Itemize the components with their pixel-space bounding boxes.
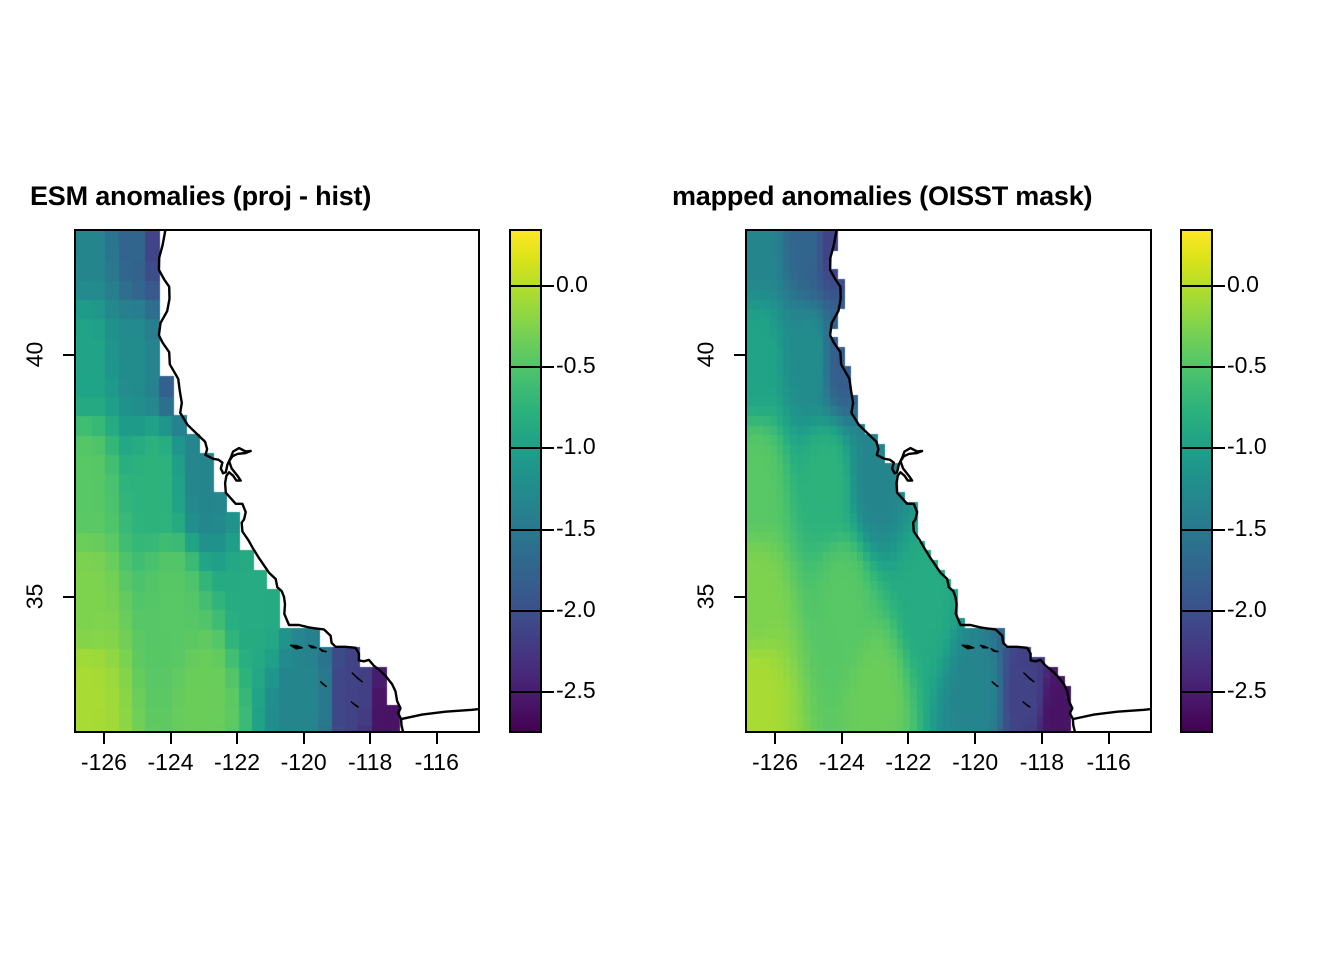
colorbar-label-mapped-1: -0.5 bbox=[1227, 352, 1267, 379]
x-tick-label-mapped-1: -124 bbox=[818, 749, 865, 775]
x-tick-mapped-5 bbox=[1107, 733, 1110, 744]
colorbar-gradient-esm bbox=[511, 231, 540, 731]
colorbar-label-esm-1: -0.5 bbox=[556, 352, 596, 379]
colorbar-break-esm-5 bbox=[509, 691, 542, 694]
colorbar-label-esm-2: -1.0 bbox=[556, 433, 596, 460]
y-tick-esm-1 bbox=[63, 596, 74, 599]
y-tick-esm-0 bbox=[63, 354, 74, 356]
colorbar-tick-esm-3 bbox=[542, 528, 554, 531]
x-tick-mapped-0 bbox=[774, 733, 777, 744]
x-tick-esm-5 bbox=[435, 733, 438, 744]
colorbar-tick-esm-4 bbox=[542, 610, 554, 613]
y-tick-label-esm-0: 40 bbox=[21, 341, 48, 368]
colorbar-tick-mapped-5 bbox=[1213, 691, 1225, 694]
colorbar-label-mapped-3: -1.5 bbox=[1227, 514, 1267, 541]
colorbar-label-esm-4: -2.0 bbox=[556, 596, 596, 623]
colorbar-tick-mapped-0 bbox=[1213, 284, 1225, 287]
x-tick-esm-0 bbox=[102, 733, 105, 744]
x-tick-label-mapped-0: -126 bbox=[751, 749, 799, 775]
colorbar-label-mapped-2: -1.0 bbox=[1227, 433, 1267, 460]
colorbar-label-esm-3: -1.5 bbox=[556, 514, 596, 541]
colorbar-tick-esm-2 bbox=[542, 447, 554, 450]
colorbar-break-mapped-3 bbox=[1180, 528, 1213, 531]
colorbar-tick-esm-0 bbox=[542, 284, 554, 287]
anomaly-raster-mapped bbox=[747, 231, 1150, 731]
map-panel-mapped bbox=[745, 229, 1152, 733]
colorbar-tick-mapped-3 bbox=[1213, 528, 1225, 531]
colorbar-break-esm-3 bbox=[509, 528, 542, 531]
colorbar-break-esm-1 bbox=[509, 366, 542, 369]
colorbar-tick-mapped-4 bbox=[1213, 610, 1225, 613]
x-tick-mapped-4 bbox=[1040, 733, 1043, 744]
x-tick-label-mapped-4: -118 bbox=[1019, 749, 1065, 775]
anomaly-raster-esm bbox=[76, 231, 478, 731]
colorbar-tick-esm-1 bbox=[542, 366, 554, 369]
y-tick-mapped-1 bbox=[734, 596, 745, 599]
colorbar-mapped bbox=[1180, 229, 1213, 733]
colorbar-label-mapped-0: 0.0 bbox=[1227, 270, 1259, 297]
x-tick-label-esm-1: -124 bbox=[147, 749, 194, 775]
x-tick-label-mapped-5: -116 bbox=[1086, 749, 1131, 775]
colorbar-break-mapped-4 bbox=[1180, 610, 1213, 613]
x-tick-label-mapped-3: -120 bbox=[952, 749, 999, 775]
colorbar-label-mapped-4: -2.0 bbox=[1227, 596, 1267, 623]
colorbar-label-mapped-5: -2.5 bbox=[1227, 677, 1267, 704]
colorbar-break-mapped-1 bbox=[1180, 366, 1213, 369]
x-tick-mapped-1 bbox=[840, 733, 843, 744]
colorbar-esm bbox=[509, 229, 542, 733]
colorbar-break-esm-2 bbox=[509, 447, 542, 450]
x-tick-label-esm-4: -118 bbox=[348, 749, 393, 775]
x-tick-esm-2 bbox=[236, 733, 239, 744]
x-tick-label-esm-2: -122 bbox=[214, 749, 261, 775]
x-tick-esm-1 bbox=[169, 733, 172, 744]
colorbar-break-esm-0 bbox=[509, 284, 542, 287]
colorbar-break-esm-4 bbox=[509, 610, 542, 613]
colorbar-label-esm-5: -2.5 bbox=[556, 677, 596, 704]
x-tick-label-esm-3: -120 bbox=[280, 749, 327, 775]
colorbar-tick-esm-5 bbox=[542, 691, 554, 694]
x-tick-esm-4 bbox=[369, 733, 372, 744]
x-tick-label-mapped-2: -122 bbox=[885, 749, 932, 775]
y-tick-label-mapped-1: 35 bbox=[692, 584, 719, 610]
colorbar-break-mapped-2 bbox=[1180, 447, 1213, 450]
panel-title-esm: ESM anomalies (proj - hist) bbox=[30, 181, 372, 211]
x-tick-mapped-3 bbox=[974, 733, 977, 744]
colorbar-tick-mapped-2 bbox=[1213, 447, 1225, 450]
y-tick-label-mapped-0: 40 bbox=[692, 341, 719, 368]
colorbar-tick-mapped-1 bbox=[1213, 366, 1225, 369]
colorbar-break-mapped-5 bbox=[1180, 691, 1213, 694]
x-tick-mapped-2 bbox=[907, 733, 910, 744]
y-tick-label-esm-1: 35 bbox=[21, 584, 48, 610]
x-tick-esm-3 bbox=[302, 733, 305, 744]
x-tick-label-esm-5: -116 bbox=[414, 749, 459, 775]
colorbar-break-mapped-0 bbox=[1180, 284, 1213, 287]
y-tick-mapped-0 bbox=[734, 354, 745, 356]
colorbar-gradient-mapped bbox=[1182, 231, 1211, 731]
panel-title-mapped: mapped anomalies (OISST mask) bbox=[672, 181, 1093, 211]
map-panel-esm bbox=[74, 229, 480, 733]
x-tick-label-esm-0: -126 bbox=[80, 749, 127, 775]
colorbar-label-esm-0: 0.0 bbox=[556, 270, 588, 297]
